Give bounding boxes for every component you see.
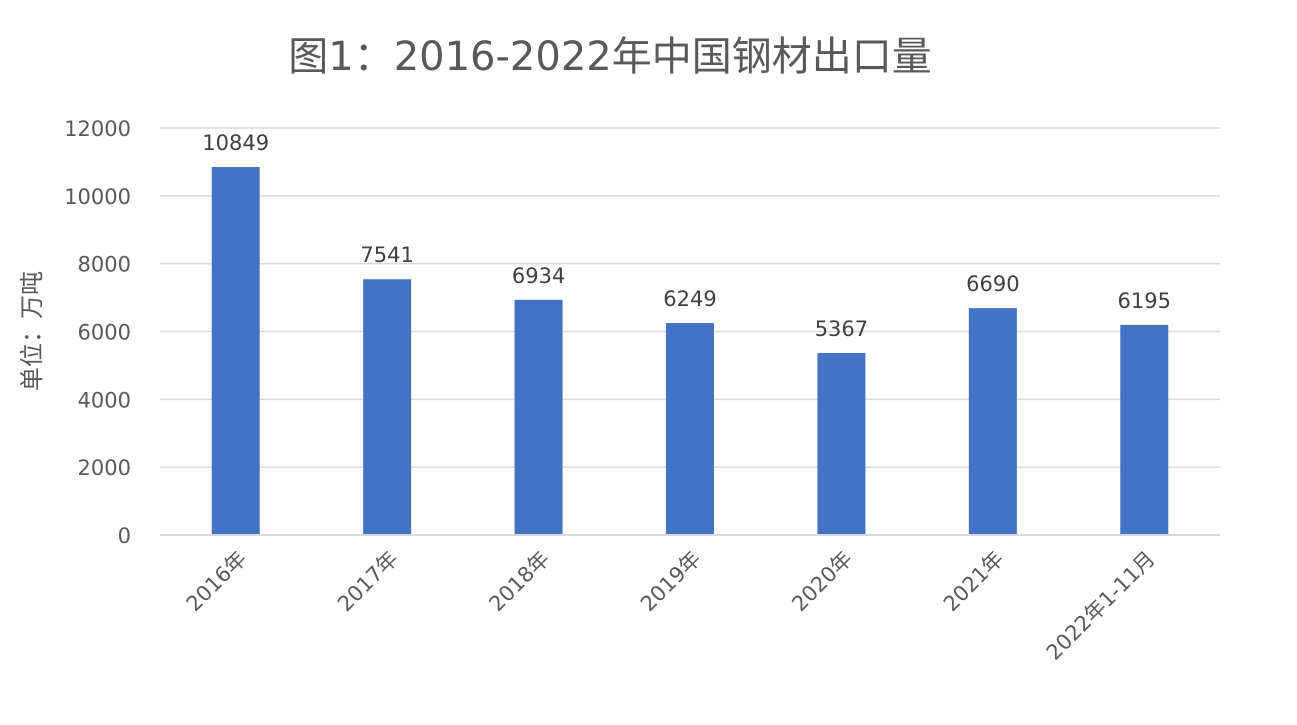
y-tick-label: 4000 <box>78 388 131 412</box>
x-tick-label: 2018年 <box>484 547 554 617</box>
x-tick-label: 2017年 <box>333 547 403 617</box>
y-axis-ticks: 0 2000 4000 6000 8000 10000 12000 <box>64 117 131 548</box>
data-label: 5367 <box>815 317 868 341</box>
bar-6 <box>1120 324 1169 535</box>
bars <box>211 167 1169 535</box>
bar-4 <box>817 352 866 535</box>
bar-3 <box>666 323 714 535</box>
bar-0 <box>211 167 260 535</box>
bar-5 <box>968 308 1017 535</box>
bar-1 <box>363 279 412 535</box>
x-tick-label: 2021年 <box>939 547 1009 617</box>
y-tick-label: 0 <box>118 524 131 548</box>
data-labels: 10849 7541 6934 6249 5367 6690 6195 <box>202 131 1171 341</box>
x-tick-label: 2022年1-11月 <box>1042 547 1160 665</box>
x-tick-label: 2016年 <box>182 547 252 617</box>
y-tick-label: 2000 <box>78 456 131 480</box>
bar-2 <box>514 299 563 535</box>
chart-title: 图1：2016-2022年中国钢材出口量 <box>288 34 931 80</box>
data-label: 10849 <box>202 131 269 155</box>
data-label: 6195 <box>1118 289 1171 313</box>
x-axis-ticks: 2016年 2017年 2018年 2019年 2020年 2021年 2022年1-11月 <box>182 547 1160 665</box>
y-tick-label: 6000 <box>78 321 131 345</box>
y-tick-label: 10000 <box>64 185 131 209</box>
y-tick-label: 12000 <box>64 117 131 141</box>
x-tick-label: 2020年 <box>787 547 857 617</box>
data-label: 6690 <box>966 272 1019 296</box>
data-label: 6934 <box>512 264 565 288</box>
data-label: 7541 <box>360 243 413 267</box>
x-tick-label: 2019年 <box>636 547 706 617</box>
data-label: 6249 <box>663 287 716 311</box>
y-tick-label: 8000 <box>78 253 131 277</box>
y-axis-label: 单位：万吨 <box>18 271 46 391</box>
